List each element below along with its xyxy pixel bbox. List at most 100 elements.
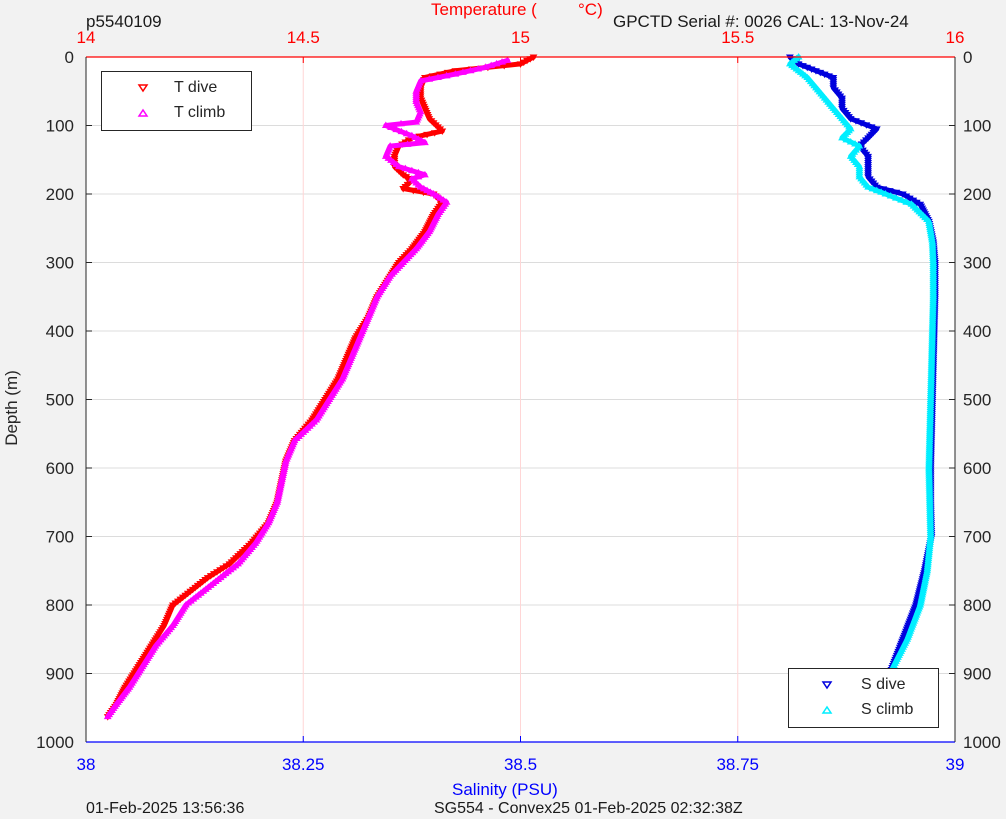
data-point-s-climb (841, 130, 850, 137)
data-point-t-climb (419, 184, 428, 192)
data-point-t-dive (203, 575, 212, 582)
serial-cal-label: GPCTD Serial #: 0026 CAL: 13-Nov-24 (613, 12, 909, 31)
series-t-climb (103, 56, 512, 720)
series-layer (103, 53, 939, 721)
data-point-t-dive (213, 569, 221, 576)
salinity-tick-label: 38.5 (504, 755, 537, 774)
data-point-t-climb (474, 65, 483, 72)
data-point-t-climb (498, 58, 506, 65)
data-point-t-dive (173, 598, 182, 606)
temperature-tick-label: 15 (511, 28, 530, 47)
data-point-t-dive (186, 588, 195, 596)
salinity-axis-title: Salinity (PSU) (452, 780, 558, 799)
data-point-t-climb (417, 136, 426, 144)
temperature-axis-title-unit: °C) (578, 0, 603, 19)
y-tick-label-right: 1000 (963, 733, 1001, 752)
y-tick-label-right: 800 (963, 596, 991, 615)
data-point-s-climb (799, 70, 807, 77)
data-point-t-climb (459, 68, 467, 75)
data-point-t-climb (214, 575, 223, 583)
data-point-s-climb (794, 66, 803, 74)
data-point-s-climb (792, 65, 801, 72)
data-point-s-dive (865, 133, 874, 141)
y-tick-label-left: 300 (46, 254, 74, 273)
data-point-t-dive (209, 571, 218, 578)
data-point-t-climb (410, 246, 419, 254)
y-tick-label-right: 900 (963, 665, 991, 684)
data-point-t-dive (519, 59, 528, 67)
data-point-t-climb (492, 59, 501, 67)
data-point-s-climb (909, 202, 918, 209)
t-dive-legend-marker (137, 84, 149, 93)
data-point-t-climb (194, 591, 203, 598)
data-point-s-climb (796, 68, 805, 75)
data-point-s-climb (839, 132, 848, 139)
data-point-t-climb (414, 135, 423, 142)
data-point-t-climb (189, 595, 198, 602)
data-point-s-dive (846, 116, 855, 123)
data-point-t-climb (391, 266, 400, 273)
data-point-t-dive (399, 172, 408, 179)
data-point-t-climb (416, 77, 425, 84)
data-point-t-climb (399, 258, 408, 265)
salinity-tick-label: 39 (946, 755, 965, 774)
data-point-t-climb (393, 264, 402, 271)
data-point-t-dive (198, 579, 207, 586)
data-point-t-dive (219, 565, 228, 572)
data-point-t-dive (438, 128, 447, 135)
data-point-s-climb (792, 54, 801, 62)
temperature-tick-label: 14.5 (287, 28, 320, 47)
data-point-t-climb (503, 56, 512, 63)
data-point-t-climb (407, 131, 416, 139)
salinity-legend: S dive S climb (788, 668, 939, 728)
data-point-t-climb (397, 260, 406, 267)
data-point-s-climb (803, 73, 812, 81)
data-point-t-climb (421, 138, 429, 146)
s-dive-legend-marker (821, 681, 833, 690)
data-point-t-dive (193, 582, 202, 590)
data-point-t-climb (481, 63, 490, 70)
data-point-t-climb (201, 585, 210, 592)
data-point-t-dive (196, 580, 205, 588)
temperature-tick-label: 14 (77, 28, 96, 47)
data-point-t-climb (407, 166, 416, 174)
data-point-s-climb (786, 59, 794, 67)
data-point-t-dive (183, 590, 192, 598)
data-point-t-dive (191, 584, 200, 592)
data-point-t-climb (411, 133, 420, 140)
legend-entry-t-dive: T dive (102, 77, 251, 99)
profile-id: p5540109 (86, 12, 162, 31)
data-point-t-climb (403, 254, 411, 262)
data-point-t-climb (392, 125, 401, 133)
data-point-t-climb (425, 75, 434, 82)
data-point-t-climb (191, 593, 200, 600)
data-point-t-climb (182, 601, 190, 608)
data-point-s-climb (886, 192, 895, 199)
data-point-s-climb (921, 213, 929, 221)
axes: 0 0 100 100 200 200 300 300 400 400 500 500 600 600 70… (36, 28, 1001, 774)
y-tick-label-right: 0 (963, 48, 972, 67)
data-point-s-climb (902, 198, 911, 205)
y-tick-label-right: 300 (963, 254, 991, 273)
data-point-s-dive (852, 118, 860, 125)
data-point-t-climb (196, 589, 205, 596)
s-dive-marker-icon (821, 681, 833, 690)
data-point-s-climb (790, 56, 799, 63)
legend-label-s-dive: S dive (861, 676, 906, 693)
temperature-tick-label: 16 (946, 28, 965, 47)
data-point-s-dive (867, 124, 876, 131)
y-tick-label-right: 700 (963, 528, 991, 547)
data-point-t-climb (221, 569, 230, 577)
data-point-t-climb (401, 164, 410, 172)
data-point-t-dive (523, 57, 531, 65)
data-point-t-climb (204, 583, 213, 590)
data-point-t-climb (414, 172, 423, 180)
data-point-s-climb (843, 128, 852, 135)
y-tick-label-left: 800 (46, 596, 74, 615)
y-tick-label-right: 200 (963, 185, 991, 204)
data-point-s-climb (788, 58, 796, 65)
data-point-s-climb (913, 206, 922, 213)
legend-label-s-climb: S climb (861, 701, 914, 718)
data-point-s-dive (862, 122, 871, 129)
s-climb-legend-marker (821, 705, 833, 714)
